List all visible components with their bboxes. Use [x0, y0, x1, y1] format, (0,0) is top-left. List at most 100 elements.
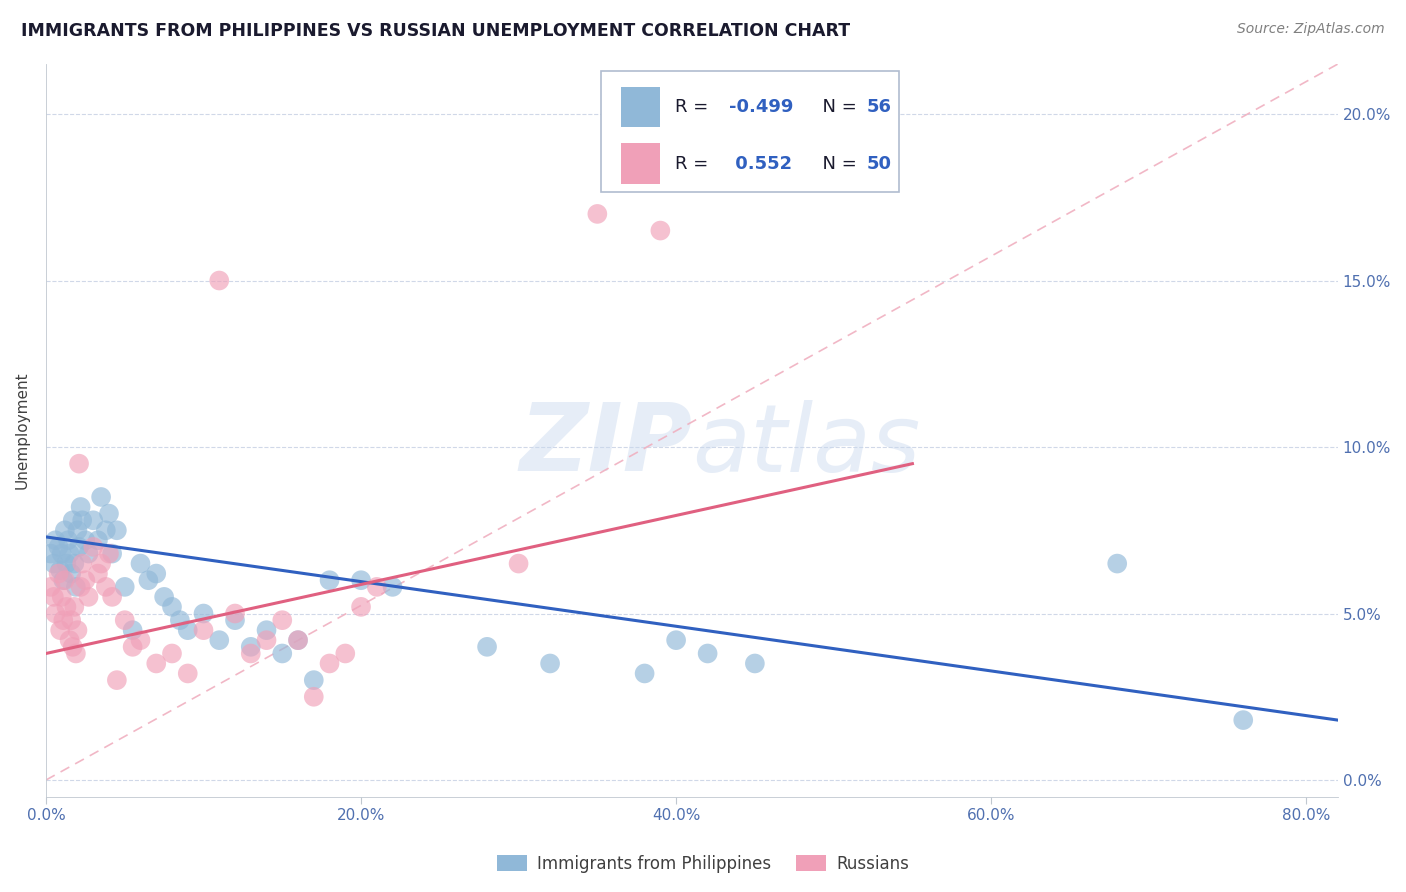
Legend: Immigrants from Philippines, Russians: Immigrants from Philippines, Russians	[491, 848, 915, 880]
Point	[744, 657, 766, 671]
Point	[538, 657, 561, 671]
Point	[350, 573, 373, 587]
Point	[335, 647, 357, 661]
Point	[60, 566, 83, 581]
Point	[105, 673, 128, 687]
Point	[51, 547, 73, 561]
Point	[87, 533, 110, 548]
Point	[381, 580, 404, 594]
Point	[70, 557, 93, 571]
Point	[52, 573, 75, 587]
Point	[114, 613, 136, 627]
Point	[350, 599, 373, 614]
Point	[475, 640, 498, 654]
Bar	[621, 87, 659, 127]
Text: R =: R =	[675, 98, 714, 116]
Point	[98, 507, 121, 521]
Point	[42, 590, 65, 604]
Point	[90, 490, 112, 504]
Point	[55, 599, 77, 614]
Point	[67, 540, 90, 554]
Point	[586, 207, 609, 221]
Bar	[621, 144, 659, 184]
Point	[69, 500, 91, 514]
Point	[665, 633, 688, 648]
Point	[138, 573, 160, 587]
Point	[287, 633, 309, 648]
Point	[66, 623, 89, 637]
Point	[256, 623, 278, 637]
Point	[610, 157, 633, 171]
Point	[193, 623, 215, 637]
Point	[121, 640, 143, 654]
Point	[49, 623, 72, 637]
Point	[105, 523, 128, 537]
Point	[66, 523, 89, 537]
Point	[650, 223, 672, 237]
Point	[145, 566, 167, 581]
Y-axis label: Unemployment: Unemployment	[15, 372, 30, 489]
Point	[48, 540, 70, 554]
Point	[287, 633, 309, 648]
Point	[77, 547, 100, 561]
Point	[87, 566, 110, 581]
Point	[366, 580, 388, 594]
Point	[193, 607, 215, 621]
Point	[65, 647, 87, 661]
Text: 0.552: 0.552	[730, 154, 793, 173]
Point	[318, 657, 340, 671]
Point	[62, 513, 84, 527]
Point	[302, 673, 325, 687]
Text: R =: R =	[675, 154, 714, 173]
Point	[177, 623, 200, 637]
Point	[59, 633, 82, 648]
Point	[75, 573, 97, 587]
Point	[44, 533, 66, 548]
Point	[239, 647, 262, 661]
Point	[39, 547, 62, 561]
Point	[53, 523, 76, 537]
Point	[63, 599, 86, 614]
Point	[1107, 557, 1129, 571]
Point	[62, 640, 84, 654]
Point	[67, 457, 90, 471]
Point	[145, 657, 167, 671]
Point	[69, 580, 91, 594]
Point	[63, 557, 86, 571]
Point	[508, 557, 530, 571]
Point	[101, 547, 124, 561]
Point	[53, 573, 76, 587]
Point	[82, 513, 104, 527]
Point	[65, 580, 87, 594]
Point	[169, 613, 191, 627]
Point	[77, 590, 100, 604]
Point	[49, 563, 72, 577]
Point	[239, 640, 262, 654]
Point	[633, 666, 655, 681]
Point	[75, 533, 97, 548]
Point	[256, 633, 278, 648]
Point	[39, 580, 62, 594]
Text: atlas: atlas	[692, 400, 920, 491]
Point	[60, 613, 83, 627]
Point	[121, 623, 143, 637]
Point	[177, 666, 200, 681]
Text: -0.499: -0.499	[730, 98, 794, 116]
Point	[48, 566, 70, 581]
Point	[208, 633, 231, 648]
Point	[101, 590, 124, 604]
Point	[94, 523, 117, 537]
Point	[224, 613, 246, 627]
Point	[70, 513, 93, 527]
Text: IMMIGRANTS FROM PHILIPPINES VS RUSSIAN UNEMPLOYMENT CORRELATION CHART: IMMIGRANTS FROM PHILIPPINES VS RUSSIAN U…	[21, 22, 851, 40]
Point	[208, 273, 231, 287]
Point	[1232, 713, 1254, 727]
Point	[160, 647, 183, 661]
Text: N =: N =	[811, 98, 862, 116]
Point	[224, 607, 246, 621]
Point	[44, 607, 66, 621]
Point	[129, 557, 152, 571]
Point	[153, 590, 176, 604]
Point	[52, 613, 75, 627]
Point	[90, 557, 112, 571]
